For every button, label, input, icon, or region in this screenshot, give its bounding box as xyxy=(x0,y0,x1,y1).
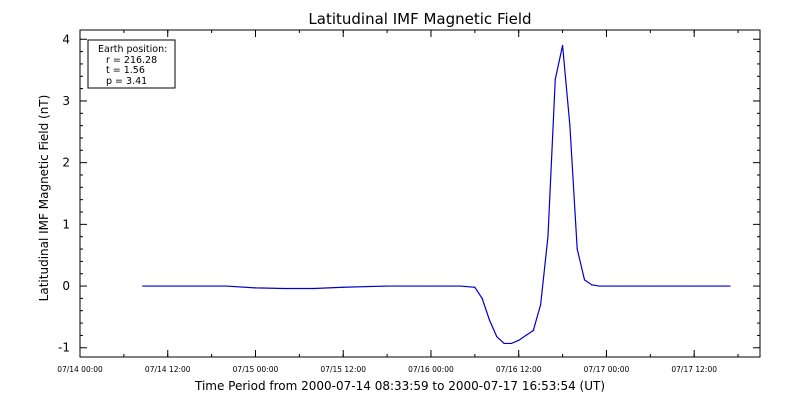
data-point xyxy=(488,319,491,321)
data-point xyxy=(554,78,556,80)
legend-line-2: r = 216.28 xyxy=(106,55,157,66)
legend-box xyxy=(87,39,176,89)
series-points xyxy=(142,44,731,345)
data-point xyxy=(518,339,520,341)
data-point xyxy=(532,329,534,332)
data-point xyxy=(496,336,498,338)
x-axis-label: Time Period from 2000-07-14 08:33:59 to … xyxy=(194,379,605,393)
y-tick-label: 0 xyxy=(62,279,70,293)
data-point xyxy=(386,285,388,287)
series-line xyxy=(142,45,731,345)
legend-line-1: Earth position: xyxy=(98,44,167,55)
data-point xyxy=(459,285,461,287)
data-point xyxy=(693,285,695,287)
y-tick-label: 1 xyxy=(62,217,70,231)
data-point xyxy=(569,125,571,127)
y-tick-label: 3 xyxy=(62,94,70,108)
x-tick-label: 07/14 00:00 xyxy=(57,365,103,374)
data-point xyxy=(430,285,432,287)
x-tick-label: 07/16 00:00 xyxy=(408,365,454,374)
plot-frame xyxy=(79,29,761,358)
data-point xyxy=(225,285,227,287)
y-tick-label: 4 xyxy=(62,32,70,46)
legend: Earth position: r = 216.28 t = 1.56 p = … xyxy=(87,39,176,89)
data-point xyxy=(547,236,549,238)
data-point xyxy=(284,287,286,290)
data-point xyxy=(649,285,651,287)
y-axis-ticks: -1 0 1 2 3 4 xyxy=(58,32,760,355)
data-point xyxy=(254,287,257,289)
data-point xyxy=(576,248,578,250)
data-point xyxy=(481,297,483,299)
data-point xyxy=(474,286,476,288)
y-tick-label: 2 xyxy=(62,156,70,170)
data-point xyxy=(583,279,586,281)
x-tick-label: 07/16 12:00 xyxy=(496,365,542,374)
data-point xyxy=(561,44,564,47)
x-tick-label: 07/17 12:00 xyxy=(671,365,717,374)
x-tick-label: 07/14 12:00 xyxy=(145,365,191,374)
data-point xyxy=(540,303,542,306)
data-point xyxy=(591,284,593,286)
data-point xyxy=(510,342,512,345)
legend-line-4: p = 3.41 xyxy=(106,76,147,87)
data-point xyxy=(142,285,144,287)
data-point xyxy=(605,285,608,287)
x-axis-ticks: 07/14 00:00 07/14 12:00 07/15 00:00 07/15 1… xyxy=(57,30,739,374)
data-point xyxy=(525,334,527,337)
data-point xyxy=(598,285,600,287)
data-point xyxy=(620,285,622,287)
legend-line-3: t = 1.56 xyxy=(106,65,145,76)
x-tick-label: 07/17 00:00 xyxy=(584,365,630,374)
x-tick-label: 07/15 12:00 xyxy=(320,365,366,374)
data-point xyxy=(342,286,344,288)
data-point xyxy=(729,285,731,287)
y-tick-label: -1 xyxy=(58,341,70,355)
data-point xyxy=(503,342,505,345)
data-point xyxy=(313,287,315,290)
chart-title: Latitudinal IMF Magnetic Field xyxy=(308,10,531,28)
x-tick-label: 07/15 00:00 xyxy=(233,365,279,374)
y-axis-label: Latitudinal IMF Magnetic Field (nT) xyxy=(37,95,51,302)
